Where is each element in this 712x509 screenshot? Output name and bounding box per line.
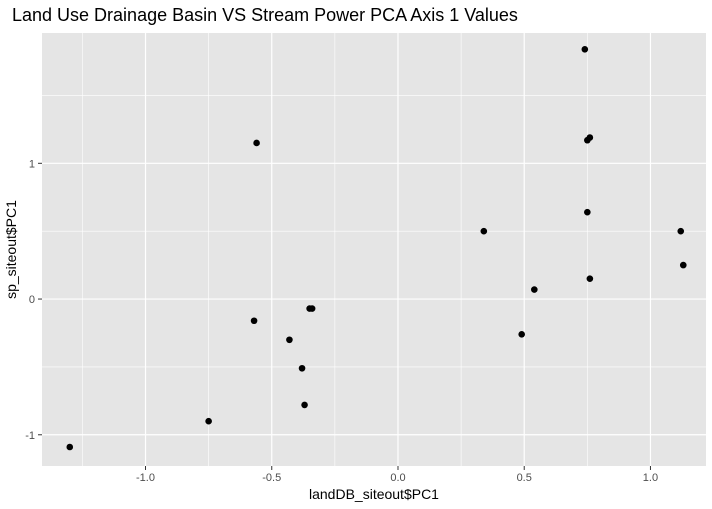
- plot-panel: [42, 33, 706, 466]
- y-axis: -1 0 1: [25, 158, 42, 442]
- data-point: [677, 227, 685, 235]
- data-point: [518, 331, 525, 338]
- data-point: [308, 305, 316, 312]
- minor-gridlines: [42, 33, 706, 466]
- data-point: [253, 139, 260, 147]
- data-point: [531, 286, 538, 293]
- x-tick-label: 0.5: [517, 472, 532, 484]
- data-points: [66, 45, 687, 451]
- data-point: [286, 336, 293, 344]
- data-point: [301, 401, 308, 409]
- x-axis-label: landDB_siteout$PC1: [309, 486, 439, 502]
- x-tick-label: -0.5: [262, 472, 281, 484]
- x-tick-label: -1.0: [136, 472, 155, 484]
- data-point: [586, 134, 594, 141]
- data-point: [581, 45, 589, 53]
- x-tick-label: 0.0: [390, 472, 405, 484]
- x-tick-label: 1.0: [643, 472, 658, 484]
- y-tick-label: 0: [29, 294, 35, 306]
- data-point: [480, 227, 488, 235]
- y-axis-label: sp_siteout$PC1: [3, 200, 19, 299]
- data-point: [205, 417, 212, 425]
- data-point: [250, 317, 258, 325]
- y-tick-label: -1: [25, 430, 35, 442]
- data-point: [584, 208, 591, 216]
- data-point: [298, 364, 306, 372]
- major-gridlines: [42, 33, 706, 466]
- data-point: [679, 261, 687, 269]
- x-axis: -1.0 -0.5 0.0 0.5 1.0: [136, 466, 658, 484]
- data-point: [66, 443, 74, 451]
- chart-title: Land Use Drainage Basin VS Stream Power …: [12, 5, 518, 25]
- y-tick-label: 1: [29, 158, 35, 170]
- data-point: [586, 275, 594, 282]
